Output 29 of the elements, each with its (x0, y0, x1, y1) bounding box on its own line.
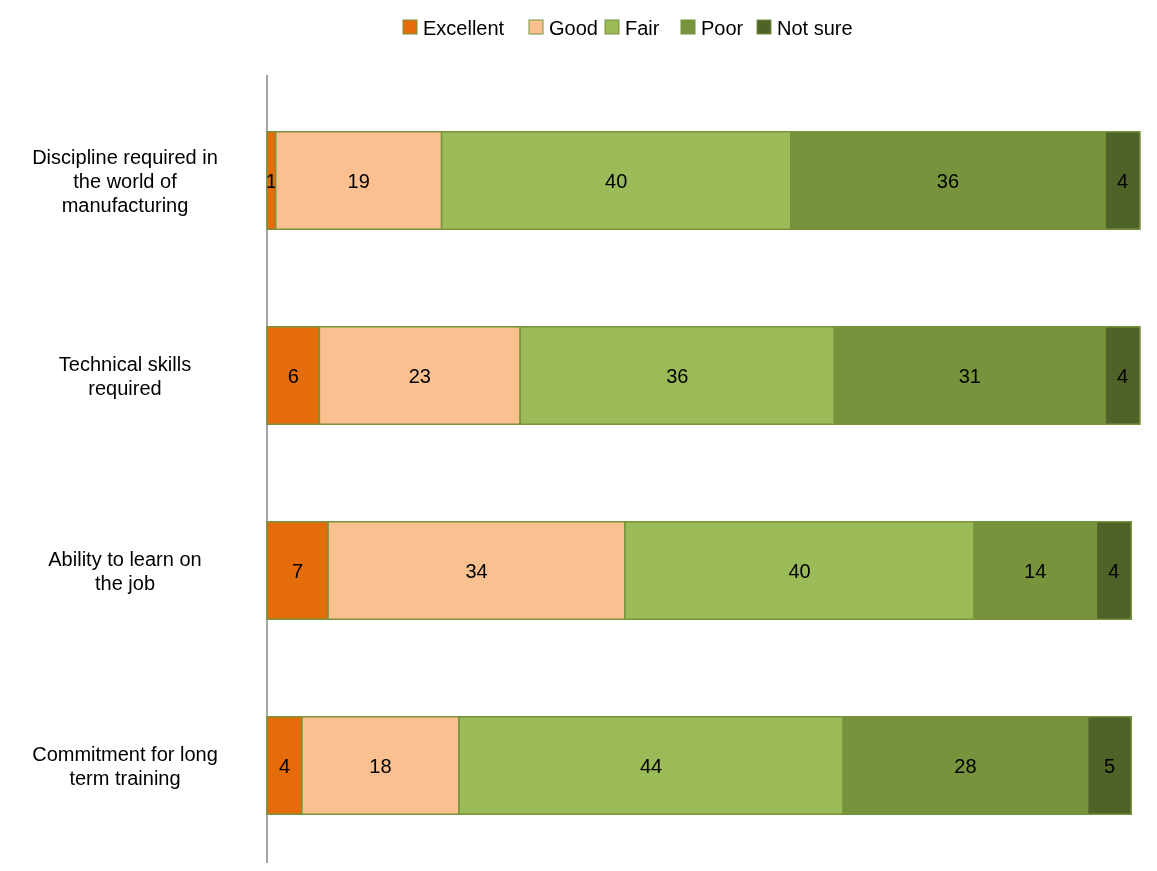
legend-label: Fair (625, 17, 660, 39)
data-label: 36 (936, 169, 960, 192)
legend-label: Excellent (423, 17, 505, 39)
legend-label: Poor (701, 17, 744, 39)
data-label: 40 (788, 559, 811, 582)
data-label: 5 (1103, 754, 1116, 777)
data-label: 44 (639, 754, 663, 777)
data-label: 28 (954, 754, 977, 777)
legend-label: Good (549, 17, 598, 39)
y-tick-label: Discipline required in the world of manufacturing (32, 145, 218, 216)
data-label: 4 (1116, 169, 1129, 192)
data-label: 34 (465, 559, 488, 582)
data-label: 31 (958, 364, 981, 387)
data-label: 19 (347, 169, 370, 192)
data-label: 4 (278, 754, 291, 777)
y-tick-label: Ability to learn on the job (48, 547, 202, 594)
data-label: 36 (666, 364, 689, 387)
data-label: 14 (1024, 559, 1047, 582)
data-label: 1 (265, 169, 277, 192)
y-tick-label: Technical skills required (58, 352, 192, 399)
data-label: 6 (287, 364, 299, 387)
data-label: 4 (1108, 559, 1120, 582)
y-tick-label: Commitment for long term training (32, 742, 218, 789)
legend-label: Not sure (777, 17, 853, 39)
data-label: 23 (408, 364, 431, 387)
data-label: 7 (291, 559, 304, 582)
data-label: 18 (369, 754, 392, 777)
data-label: 4 (1116, 364, 1129, 387)
data-label: 40 (605, 169, 628, 192)
